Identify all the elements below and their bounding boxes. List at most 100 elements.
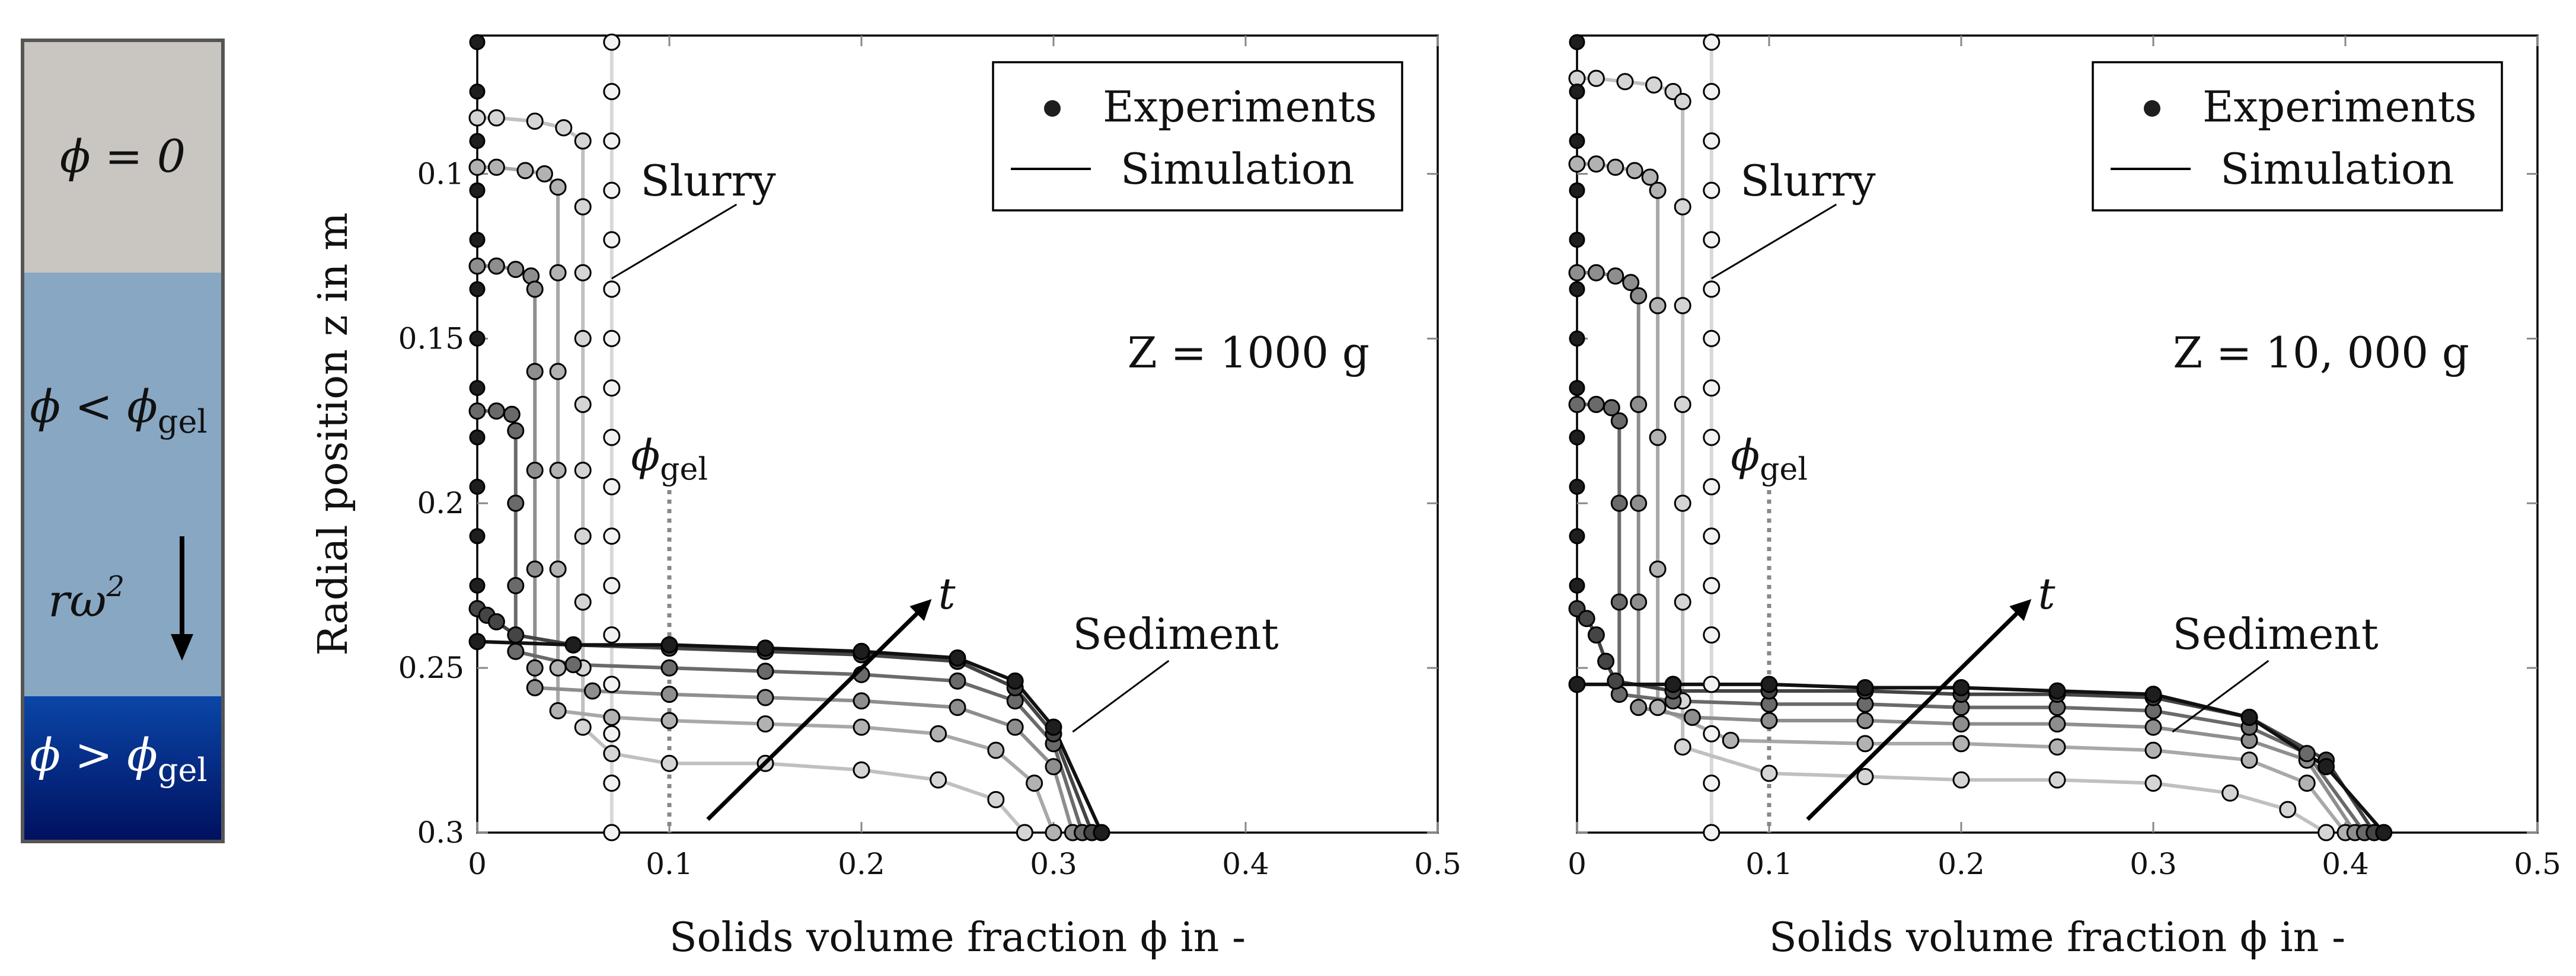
experiment-point-t2 [1674, 198, 1691, 216]
experiment-point-t3 [468, 158, 486, 176]
experiment-point-t2 [603, 745, 621, 763]
experiment-point-t1 [603, 428, 621, 446]
x-tick-label: 0.1 [1745, 847, 1793, 881]
experiment-point-t7 [1045, 718, 1062, 736]
condition-label: Z = 1000 g [1128, 328, 1370, 377]
x-axis-title: Solids volume fraction ϕ in - [1769, 914, 2345, 961]
experiment-point-t2 [526, 113, 544, 130]
experiment-point-t7 [1952, 679, 1970, 696]
experiment-point-t4 [526, 363, 544, 380]
x-tick-label: 0.4 [1222, 847, 1269, 881]
experiment-point-t2 [574, 198, 592, 216]
experiment-point-t4 [1630, 699, 1648, 716]
experiment-point-t5 [1587, 396, 1605, 413]
experiment-point-axis [1569, 133, 1585, 149]
time-arrow-icon [1806, 599, 2032, 821]
x-tick-label: 0.2 [838, 847, 885, 881]
column-border [21, 39, 225, 843]
experiment-point-t2 [853, 761, 870, 779]
simulation-line-t7 [1577, 682, 2386, 834]
experiment-point-t3 [549, 702, 567, 719]
x-tick-label: 0.3 [2130, 847, 2177, 881]
x-tick-label: 0.5 [1414, 847, 1461, 881]
experiment-point-t3 [987, 741, 1005, 759]
experiment-point-t3 [1649, 699, 1667, 716]
time-arrow-icon [706, 599, 932, 821]
experiment-point-axis [1569, 478, 1585, 495]
experiment-point-t7 [2318, 758, 2335, 776]
experiment-point-t1 [1703, 280, 1720, 298]
experiment-point-t7 [1568, 676, 1586, 693]
experiment-point-t2 [1674, 92, 1691, 110]
experiment-point-t5 [507, 577, 525, 594]
experiment-point-t4 [1587, 264, 1605, 281]
experiment-point-axis [1569, 330, 1585, 347]
experiment-point-t2 [1674, 593, 1691, 611]
experiment-point-t3 [549, 264, 567, 281]
legend-simulation: Simulation [2220, 144, 2454, 194]
experiment-point-t3 [549, 178, 567, 196]
experiment-point-axis [1569, 84, 1585, 100]
experiment-point-t3 [1045, 824, 1062, 841]
experiment-point-t4 [1952, 715, 1970, 733]
experiment-point-t1 [603, 379, 621, 397]
y-tick-label: 0.3 [417, 815, 464, 850]
experiment-point-t5 [487, 402, 505, 420]
experiment-point-t5 [507, 642, 525, 660]
experiment-point-axis [469, 330, 486, 347]
experiment-point-t4 [526, 679, 544, 696]
experiment-point-t7 [564, 636, 582, 654]
experiment-point-t3 [1722, 731, 1739, 749]
x-tick-label: 0 [468, 847, 487, 881]
experiment-point-t3 [603, 709, 621, 726]
experiment-point-t3 [1649, 181, 1667, 199]
experiment-point-t1 [1703, 181, 1720, 199]
experiment-point-axis [469, 232, 486, 248]
experiment-point-t2 [2144, 775, 2162, 792]
experiment-point-t7 [2144, 686, 2162, 703]
experiment-point-t2 [574, 329, 592, 347]
y-tick-label: 0.25 [398, 651, 464, 685]
experiment-point-t2 [574, 132, 592, 150]
experiment-point-t2 [574, 264, 592, 281]
experiment-point-t7 [1664, 676, 1682, 693]
experiment-point-t4 [1630, 593, 1648, 611]
experiment-point-t2 [574, 396, 592, 413]
experiment-point-t2 [468, 109, 486, 127]
experiment-point-t1 [603, 132, 621, 150]
experiment-point-t4 [853, 692, 870, 710]
experiment-point-t4 [660, 686, 678, 703]
legend-experiments: Experiments [1103, 82, 1377, 132]
experiment-point-t2 [2048, 771, 2066, 789]
label-phi-greater-gel: ϕ > ϕgel [30, 728, 207, 789]
experiment-point-axis [469, 478, 486, 495]
y-axis-title: Radial position z in m [310, 212, 357, 655]
experiment-point-t3 [2240, 751, 2258, 769]
x-tick-label: 0 [1568, 847, 1587, 881]
experiment-point-t2 [1016, 824, 1033, 841]
phigel-label: ϕgel [1731, 431, 1808, 488]
x-axis-title: Solids volume fraction ϕ in - [669, 914, 1246, 961]
experiment-point-t3 [1952, 735, 1970, 753]
experiment-point-t2 [574, 718, 592, 736]
legend-box [992, 61, 1403, 212]
experiment-point-t1 [603, 775, 621, 792]
experiment-point-t7 [756, 639, 774, 657]
sediment-label: Sediment [1072, 609, 1278, 659]
sediment-pointer [2172, 660, 2269, 733]
experiment-point-t3 [549, 659, 567, 677]
experiment-point-t3 [853, 718, 870, 736]
experiment-point-t4 [526, 462, 544, 479]
experiment-point-t1 [1703, 775, 1720, 792]
experiment-point-t2 [987, 791, 1005, 808]
experiment-point-t3 [2048, 738, 2066, 756]
experiment-point-t2 [2279, 801, 2297, 818]
experiment-point-t1 [1703, 428, 1720, 446]
experiment-point-t3 [660, 712, 678, 729]
label-phi-zero: ϕ = 0 [60, 130, 186, 183]
experiment-point-t4 [1760, 712, 1778, 729]
experiment-point-t4 [1622, 274, 1640, 292]
experiment-point-t2 [1856, 768, 1874, 785]
experiment-point-t2 [1616, 73, 1634, 91]
experiment-point-t5 [1610, 494, 1628, 512]
